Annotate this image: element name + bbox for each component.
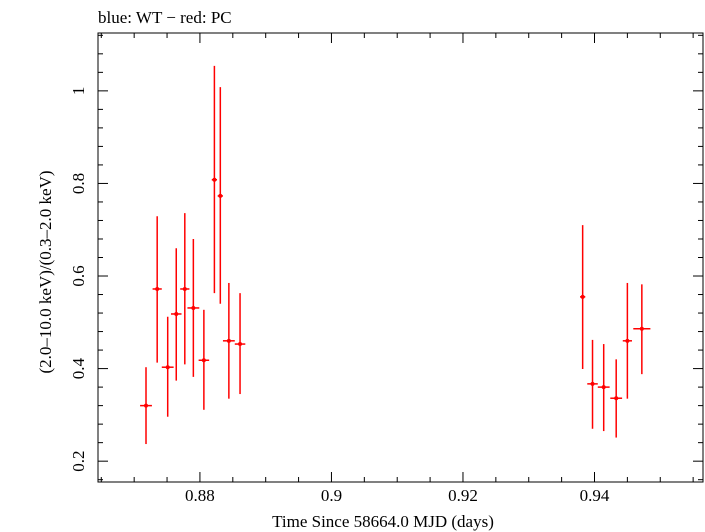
point-marker xyxy=(238,342,243,347)
y-tick-label: 0.6 xyxy=(69,265,88,286)
data-point xyxy=(198,309,210,410)
data-point xyxy=(580,225,586,370)
data-point xyxy=(140,367,152,445)
y-axis: 0.2 0.4 0.6 0.8 1 xyxy=(69,34,703,481)
x-tick-label: 0.88 xyxy=(185,486,215,505)
data-point xyxy=(222,282,235,399)
data-point xyxy=(597,344,610,432)
data-point xyxy=(633,284,651,375)
point-marker xyxy=(182,286,187,291)
data-point xyxy=(180,213,190,365)
point-marker xyxy=(218,193,223,198)
x-axis: 0.88 0.9 0.92 0.94 xyxy=(100,33,694,505)
chart-title: blue: WT − red: PC xyxy=(98,8,232,27)
point-marker xyxy=(625,338,630,343)
y-tick-label: 1 xyxy=(69,87,88,96)
point-marker xyxy=(165,365,170,370)
point-marker xyxy=(601,385,606,390)
data-point xyxy=(587,339,598,429)
y-tick-label: 0.8 xyxy=(69,173,88,194)
data-point xyxy=(610,359,623,438)
point-marker xyxy=(144,403,149,408)
y-axis-label: (2.0–10.0 keV)/(0.3–2.0 keV) xyxy=(36,170,55,373)
point-marker xyxy=(614,396,619,401)
point-marker xyxy=(580,294,585,299)
data-point xyxy=(170,248,182,381)
point-marker xyxy=(201,358,206,363)
plot-frame xyxy=(97,32,704,483)
x-axis-label: Time Since 58664.0 MJD (days) xyxy=(272,512,494,531)
data-point xyxy=(211,65,218,294)
y-tick-label: 0.4 xyxy=(69,357,88,379)
point-marker xyxy=(191,305,196,310)
data-point xyxy=(217,87,223,304)
x-tick-label: 0.9 xyxy=(321,486,342,505)
data-point xyxy=(152,216,162,363)
point-marker xyxy=(174,311,179,316)
point-marker xyxy=(212,177,217,182)
point-marker xyxy=(155,286,160,291)
x-tick-label: 0.94 xyxy=(580,486,610,505)
data-point xyxy=(234,293,246,395)
y-tick-label: 0.2 xyxy=(69,451,88,472)
point-marker xyxy=(590,381,595,386)
data-point xyxy=(622,282,632,399)
data-point xyxy=(187,238,200,377)
point-marker xyxy=(226,338,231,343)
data-point xyxy=(161,316,174,417)
data-points xyxy=(140,65,651,445)
x-tick-label: 0.92 xyxy=(448,486,478,505)
point-marker xyxy=(639,326,644,331)
